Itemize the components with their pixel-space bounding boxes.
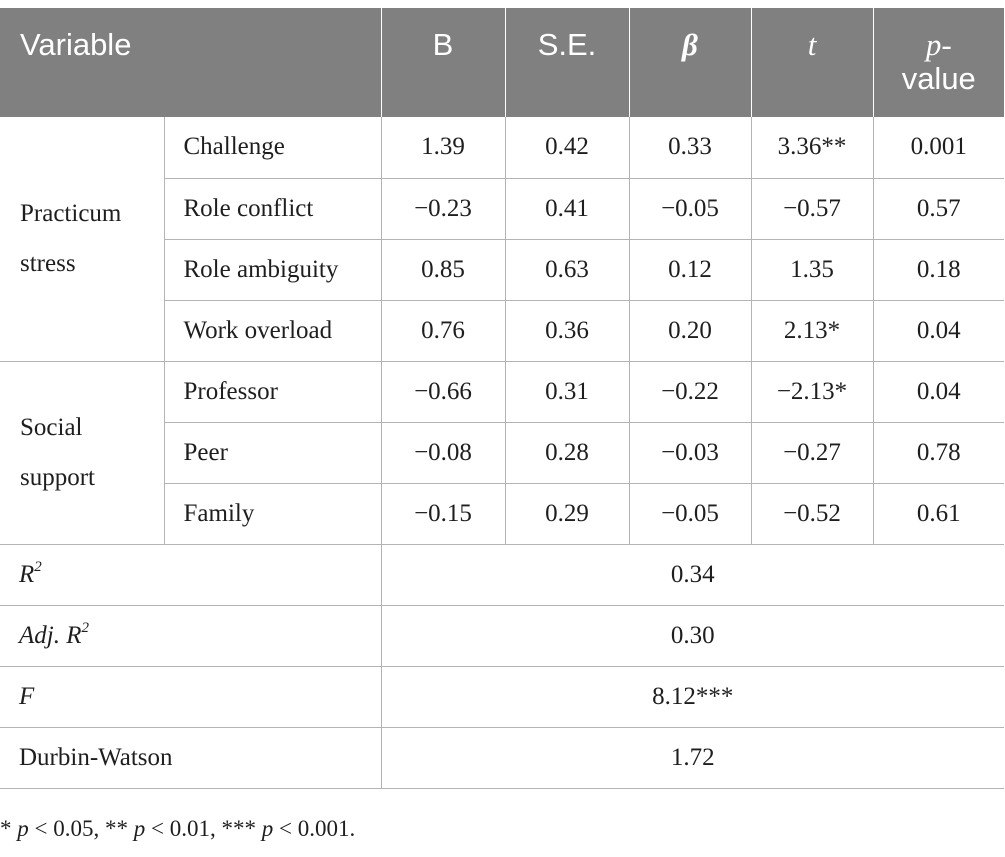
header-b: B: [380, 8, 505, 117]
row-variable: Role ambiguity: [164, 238, 382, 301]
group-social-support: Social support: [0, 360, 165, 545]
cell-se: 0.63: [504, 238, 630, 301]
header-t: t: [750, 8, 873, 117]
table-row: Role ambiguity 0.85 0.63 0.12 1.35 0.18: [0, 238, 1004, 301]
cell-b: −0.66: [380, 360, 506, 423]
table-row: Work overload 0.76 0.36 0.20 2.13* 0.04: [0, 299, 1004, 362]
cell-t: 1.35: [750, 238, 874, 301]
cell-t: −0.52: [750, 482, 874, 545]
cell-p: 0.18: [872, 238, 1004, 301]
durbin-watson-label: Durbin-Watson: [0, 726, 382, 789]
stat-row-f: F 8.12***: [0, 665, 1004, 728]
cell-t: −2.13*: [750, 360, 874, 423]
table-footnote: * p < 0.05, ** p < 0.01, *** p < 0.001.: [0, 816, 356, 841]
cell-p: 0.78: [872, 421, 1004, 484]
cell-beta: 0.12: [628, 238, 752, 301]
cell-p: 0.04: [872, 360, 1004, 423]
stat-row-adj-r2: Adj. R2 0.30: [0, 604, 1004, 667]
stat-row-r2: R2 0.34: [0, 543, 1004, 606]
cell-b: 0.76: [380, 299, 506, 362]
stat-row-durbin-watson: Durbin-Watson 1.72: [0, 726, 1004, 789]
header-p-value: p- value: [872, 8, 1004, 117]
cell-t: 3.36**: [750, 117, 874, 179]
header-se: S.E.: [504, 8, 629, 117]
table-row: Practicum stress Challenge 1.39 0.42 0.33…: [0, 117, 1004, 362]
r2-value: 0.34: [380, 543, 1004, 606]
header-variable: Variable: [0, 8, 381, 117]
regression-table: Variable B S.E. β t p- value Practicum st…: [0, 8, 1004, 789]
cell-se: 0.36: [504, 299, 630, 362]
cell-p: 0.04: [872, 299, 1004, 362]
cell-se: 0.41: [504, 177, 630, 240]
cell-se: 0.28: [504, 421, 630, 484]
cell-t: 2.13*: [750, 299, 874, 362]
cell-beta: −0.05: [628, 177, 752, 240]
row-variable: Challenge: [163, 117, 382, 179]
table-row: Social support Professor −0.66 0.31 −0.22…: [0, 360, 1004, 545]
cell-se: 0.31: [504, 360, 630, 423]
row-variable: Role conflict: [164, 177, 382, 240]
cell-p: 0.57: [872, 177, 1004, 240]
cell-b: 1.39: [380, 117, 506, 179]
cell-b: −0.15: [380, 482, 506, 545]
table-row: Family −0.15 0.29 −0.05 −0.52 0.61: [0, 482, 1004, 545]
group-practicum-stress: Practicum stress: [0, 117, 165, 362]
header-beta: β: [628, 8, 751, 117]
row-variable: Work overload: [164, 299, 382, 362]
f-value: 8.12***: [380, 665, 1004, 728]
cell-t: −0.57: [750, 177, 874, 240]
cell-b: −0.23: [380, 177, 506, 240]
cell-p: 0.61: [872, 482, 1004, 545]
cell-b: −0.08: [380, 421, 506, 484]
cell-beta: −0.03: [628, 421, 752, 484]
cell-beta: −0.05: [628, 482, 752, 545]
f-label: F: [0, 665, 382, 728]
cell-se: 0.29: [504, 482, 630, 545]
cell-p: 0.001: [872, 117, 1004, 179]
r2-label: R2: [0, 543, 382, 606]
row-variable: Family: [164, 482, 382, 545]
adj-r2-value: 0.30: [380, 604, 1004, 667]
cell-beta: −0.22: [628, 360, 752, 423]
durbin-watson-value: 1.72: [380, 726, 1004, 789]
cell-beta: 0.33: [628, 117, 752, 179]
cell-b: 0.85: [380, 238, 506, 301]
table-row: Role conflict −0.23 0.41 −0.05 −0.57 0.5…: [0, 177, 1004, 240]
header-row: Variable B S.E. β t p- value: [0, 8, 1004, 117]
adj-r2-label: Adj. R2: [0, 604, 382, 667]
row-variable: Professor: [163, 360, 382, 423]
cell-se: 0.42: [504, 117, 630, 179]
cell-t: −0.27: [750, 421, 874, 484]
cell-beta: 0.20: [628, 299, 752, 362]
row-variable: Peer: [164, 421, 382, 484]
